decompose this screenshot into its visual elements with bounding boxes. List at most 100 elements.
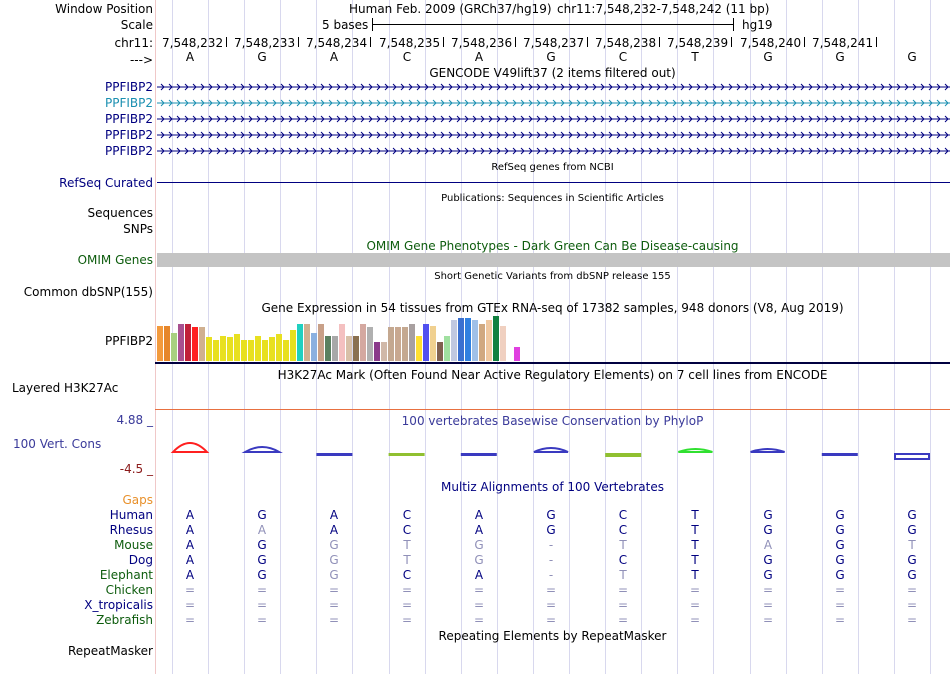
strand-arrow bbox=[840, 83, 845, 91]
strand-arrow bbox=[832, 99, 837, 107]
strand-arrow bbox=[648, 83, 653, 91]
strand-arrow bbox=[184, 83, 189, 91]
strand-arrow bbox=[480, 99, 485, 107]
strand-arrow bbox=[304, 147, 309, 155]
gtex-bar bbox=[255, 336, 261, 361]
omim-gene-bar[interactable] bbox=[157, 253, 950, 267]
strand-arrow bbox=[224, 147, 229, 155]
strand-arrow bbox=[640, 99, 645, 107]
strand-arrow bbox=[520, 99, 525, 107]
strand-arrow bbox=[472, 131, 477, 139]
strand-arrow bbox=[832, 115, 837, 123]
phylop-glyph bbox=[894, 453, 930, 460]
aligned-base: = bbox=[256, 613, 268, 627]
strand-arrow bbox=[280, 83, 285, 91]
strand-arrow bbox=[720, 99, 725, 107]
strand-arrow bbox=[808, 115, 813, 123]
cons-label[interactable]: 100 Vert. Cons bbox=[13, 437, 102, 451]
strand-arrow bbox=[560, 131, 565, 139]
gene-label-3[interactable]: PPFIBP2 bbox=[104, 112, 153, 126]
strand-arrow bbox=[896, 115, 901, 123]
strand-arrow bbox=[752, 83, 757, 91]
gtex-bar bbox=[269, 337, 275, 361]
strand-arrow bbox=[720, 131, 725, 139]
refseq-gene-line[interactable] bbox=[157, 182, 950, 183]
strand-arrow bbox=[384, 147, 389, 155]
strand-arrow bbox=[456, 83, 461, 91]
h3k27ac-label[interactable]: Layered H3K27Ac bbox=[12, 381, 119, 395]
strand-arrow bbox=[880, 99, 885, 107]
species-label: Rhesus bbox=[109, 523, 153, 537]
strand-arrow bbox=[512, 147, 517, 155]
aligned-base: T bbox=[908, 538, 916, 552]
strand-arrow bbox=[280, 115, 285, 123]
gencode-gene-features[interactable] bbox=[155, 78, 950, 158]
gtex-bar bbox=[395, 327, 401, 361]
aligned-base: = bbox=[545, 583, 557, 597]
strand-arrow bbox=[776, 99, 781, 107]
strand-arrow bbox=[432, 131, 437, 139]
position-title: chr11:7,548,232-7,548,242 (11 bp) bbox=[557, 2, 770, 16]
strand-arrow bbox=[328, 131, 333, 139]
strand-arrow bbox=[544, 99, 549, 107]
strand-arrow bbox=[520, 83, 525, 91]
strand-arrow bbox=[600, 83, 605, 91]
strand-arrow bbox=[440, 83, 445, 91]
strand-arrow bbox=[904, 99, 909, 107]
gaps-label[interactable]: Gaps bbox=[122, 493, 153, 507]
strand-arrow bbox=[392, 99, 397, 107]
strand-arrow bbox=[168, 99, 173, 107]
gene-label-4[interactable]: PPFIBP2 bbox=[104, 128, 153, 142]
refseq-label[interactable]: RefSeq Curated bbox=[59, 176, 153, 190]
strand-arrow bbox=[280, 99, 285, 107]
strand-arrow bbox=[576, 115, 581, 123]
strand-arrow bbox=[376, 99, 381, 107]
strand-arrow bbox=[200, 147, 205, 155]
strand-arrow bbox=[616, 99, 621, 107]
aligned-base: = bbox=[617, 598, 629, 612]
gtex-gene-label[interactable]: PPFIBP2 bbox=[104, 334, 153, 348]
strand-arrow bbox=[176, 131, 181, 139]
strand-arrow bbox=[280, 147, 285, 155]
gtex-bar-chart[interactable] bbox=[157, 316, 537, 361]
cons-max-label: 4.88 _ bbox=[116, 413, 153, 427]
strand-arrow bbox=[336, 83, 341, 91]
phylop-conservation-plot[interactable] bbox=[155, 438, 950, 462]
strand-arrow bbox=[232, 115, 237, 123]
dbsnp-label[interactable]: Common dbSNP(155) bbox=[23, 285, 153, 299]
strand-arrow bbox=[584, 131, 589, 139]
strand-arrow bbox=[528, 115, 533, 123]
strand-arrow bbox=[384, 115, 389, 123]
strand-arrow bbox=[856, 83, 861, 91]
gtex-bar bbox=[311, 333, 317, 361]
strand-arrow bbox=[784, 115, 789, 123]
strand-arrow bbox=[616, 147, 621, 155]
aligned-base: A bbox=[329, 523, 339, 537]
omim-label[interactable]: OMIM Genes bbox=[77, 253, 153, 267]
gene-label-1[interactable]: PPFIBP2 bbox=[104, 80, 153, 94]
strand-arrow bbox=[400, 83, 405, 91]
gene-label-5[interactable]: PPFIBP2 bbox=[104, 144, 153, 158]
gene-label-2[interactable]: PPFIBP2 bbox=[104, 96, 153, 110]
coordinate-label: 7,548,233 bbox=[234, 36, 296, 50]
aligned-base: A bbox=[185, 508, 195, 522]
aligned-base: = bbox=[545, 613, 557, 627]
h3k27ac-baseline[interactable] bbox=[155, 409, 950, 410]
strand-arrow bbox=[200, 99, 205, 107]
strand-arrow bbox=[376, 147, 381, 155]
repeatmasker-label[interactable]: RepeatMasker bbox=[67, 644, 153, 658]
strand-arrow bbox=[472, 147, 477, 155]
gtex-bar bbox=[192, 327, 198, 361]
strand-arrow bbox=[784, 131, 789, 139]
aligned-base: G bbox=[835, 568, 845, 582]
strand-arrow bbox=[928, 147, 933, 155]
strand-arrow bbox=[280, 131, 285, 139]
sequences-label[interactable]: Sequences bbox=[87, 206, 153, 220]
aligned-base: T bbox=[691, 523, 699, 537]
aligned-base: = bbox=[256, 583, 268, 597]
strand-arrow bbox=[328, 147, 333, 155]
strand-arrow bbox=[216, 115, 221, 123]
snps-label[interactable]: SNPs bbox=[123, 222, 153, 236]
grid-line bbox=[858, 0, 859, 674]
